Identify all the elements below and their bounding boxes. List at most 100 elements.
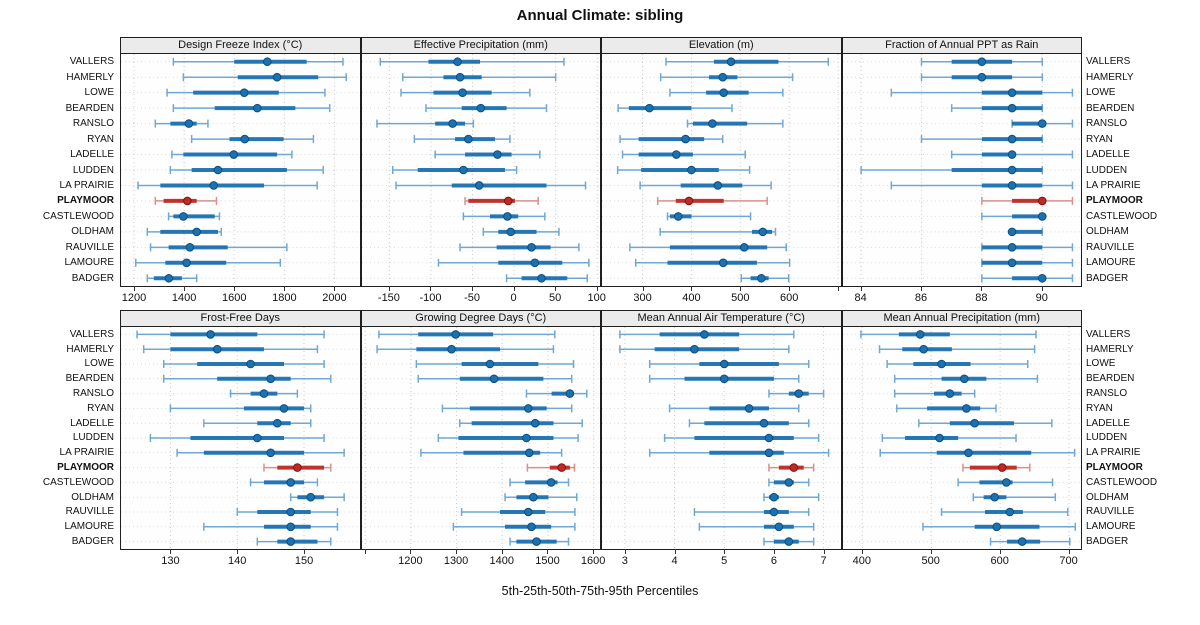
axis-tick [981,286,983,291]
series-row [686,119,784,128]
median-dot [526,522,536,532]
panel-strip: Mean Annual Air Temperature (°C) [602,311,841,327]
series-row [980,212,1047,221]
panel-frost-free-days: Frost-Free Days 130 140 150 [120,310,361,567]
axis-tick-label: 1400 [489,555,515,567]
site-label: BEARDEN [65,102,114,114]
median-dot [1037,273,1047,283]
axis-tick-label: 3 [621,555,628,567]
site-label: HAMERLY [1086,343,1134,355]
axis-tick [237,549,239,554]
median-dot [259,389,269,398]
site-label: LADELLE [70,149,114,161]
median-dot [1017,537,1027,546]
axis-tick-label: 600 [990,555,1009,567]
median-dot [502,212,512,221]
median-dot [744,404,754,413]
median-dot [450,330,460,339]
median-dot [769,507,779,517]
series-row [263,463,332,472]
panel-strip: Fraction of Annual PPT as Rain [842,38,1081,54]
series-row [249,478,319,487]
series-row [424,103,547,113]
series-row [890,88,1073,97]
site-label: RANSLO [1086,388,1128,400]
median-dot [524,448,534,458]
axis-tick-label: 1500 [535,555,560,567]
series-row [893,389,975,398]
series-row [508,478,569,487]
series-row [648,374,800,384]
site-label: VALLERS [1086,56,1131,68]
site-label: HAMERLY [1086,71,1134,83]
median-dot [446,344,456,354]
panel-plot [121,327,360,549]
site-label: VALLERS [69,56,114,68]
series-row [619,134,724,144]
median-dot [1007,150,1016,159]
series-row [768,389,825,398]
site-label: HAMERLY [66,343,114,355]
site-label: LAMOURE [64,257,114,269]
axis-tick [789,286,791,291]
series-row [634,258,791,268]
site-label: LOWE [1086,87,1116,99]
median-dot [1007,181,1016,190]
median-dot [266,374,275,384]
axis-tick-label: -150 [377,292,400,304]
panel-strip: Elevation (m) [602,38,841,54]
median-dot [764,448,774,458]
median-dot [945,389,954,398]
median-dot [719,374,729,384]
panel-plot [602,327,841,549]
site-label: RANSLO [72,388,114,400]
median-dot [915,330,924,339]
median-dot [969,418,979,428]
axis-tick-label: -100 [419,292,442,304]
panel-xaxis: 84 86 88 90 [843,286,1082,312]
median-dot [293,463,302,472]
axis-tick-label: 100 [587,292,606,304]
series-row [950,150,1073,159]
median-dot [684,196,694,206]
median-dot [455,72,464,82]
median-dot [523,507,533,517]
median-dot [718,72,728,82]
site-label: PLAYMOOR [1086,462,1143,474]
median-dot [164,273,174,283]
series-row [149,433,325,443]
series-row [698,522,815,532]
median-dot [528,492,538,502]
median-dot [759,418,769,428]
series-row [149,243,288,252]
axis-tick-label: 1400 [171,292,197,304]
site-label: PLAYMOOR [57,462,114,474]
axis-tick [472,286,474,291]
median-dot [286,537,295,546]
site-label: LA PRAIRIE [1086,447,1141,459]
series-row [169,404,312,413]
series-row [458,243,580,252]
site-label: BADGER [71,272,114,284]
median-dot [266,448,275,458]
series-row [526,463,575,472]
axis-tick-label: 1600 [221,292,247,304]
median-dot [279,404,289,413]
series-row [980,243,1073,252]
site-label: BEARDEN [65,373,114,385]
series-row [859,165,1043,175]
panel-design-freeze-index: Design Freeze Index (°C) 1200 1400 1600 180… [120,37,361,304]
series-row [920,72,1043,82]
series-row [648,359,810,369]
median-dot [184,119,194,128]
axis-tick-label: 1800 [272,292,297,304]
axis-tick-label: 140 [228,555,247,567]
panel-plot [121,54,360,286]
panel-plot [842,327,1081,549]
median-dot [530,418,539,428]
axis-tick [920,286,922,291]
site-label: LAMOURE [64,521,114,533]
series-row [375,119,474,128]
axis-tick-label: 1200 [121,292,147,304]
series-row [980,196,1073,206]
